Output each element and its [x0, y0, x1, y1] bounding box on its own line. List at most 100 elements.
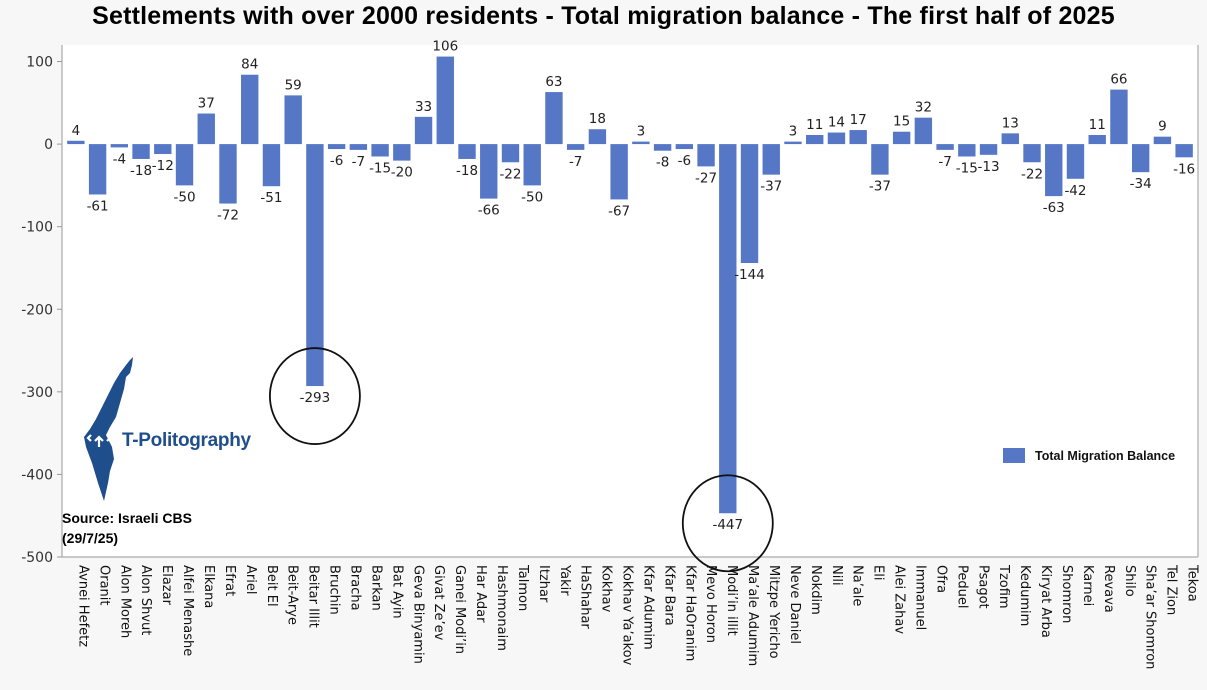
bar: [632, 141, 650, 145]
bar: [132, 144, 150, 159]
data-label: -144: [734, 267, 765, 283]
y-tick-label: -400: [21, 467, 53, 483]
data-label: -37: [760, 179, 782, 195]
x-category-label: Givat Ze’ev: [431, 565, 446, 641]
x-category-label: Sha’ar Shomron: [1143, 565, 1158, 669]
data-label: -42: [1064, 183, 1086, 199]
x-category-label: Kfar Adumim: [640, 565, 655, 650]
bar: [1153, 136, 1172, 145]
x-axis-labels: Avnei Hefetz Oranit Alon Moreh Alon Shvut El…: [75, 564, 1199, 669]
bar: [154, 144, 172, 155]
x-category-label: Tekoa: [1185, 564, 1200, 602]
data-label: -15: [369, 160, 391, 176]
data-label: -22: [499, 166, 521, 182]
data-label: -72: [217, 208, 239, 224]
x-category-label: Ganei Modi’in: [452, 565, 467, 654]
data-label: -61: [87, 198, 109, 214]
data-label: 15: [893, 114, 910, 130]
x-category-label: Itzhar: [536, 565, 551, 603]
bar: [1023, 144, 1041, 163]
bar: [219, 144, 237, 204]
data-label: 17: [850, 112, 867, 128]
y-tick-label: 100: [26, 55, 53, 71]
bar: [545, 92, 563, 145]
x-category-label: Kiryat Arba: [1038, 565, 1053, 638]
data-label: 4: [72, 123, 81, 139]
bar: [327, 144, 346, 150]
data-label: 37: [198, 96, 215, 112]
x-category-label: Ariel: [243, 565, 258, 594]
data-label: 84: [241, 57, 258, 73]
bar: [936, 144, 954, 150]
bar: [740, 144, 759, 264]
bar: [88, 144, 107, 195]
x-category-label: HaShahar: [578, 565, 593, 629]
data-label: -16: [1173, 161, 1195, 177]
bar: [1045, 144, 1063, 197]
bar: [675, 144, 694, 150]
bar: [610, 144, 628, 200]
x-category-label: Bat Ayin: [389, 565, 404, 619]
data-label: -50: [173, 189, 195, 205]
x-category-label: Elkana: [201, 565, 216, 608]
data-label: 3: [637, 124, 646, 140]
x-category-label: Shomron: [1059, 565, 1074, 623]
bar: [371, 144, 389, 157]
data-label: 13: [1002, 115, 1019, 131]
data-label: -18: [130, 163, 152, 179]
bar: [849, 130, 867, 145]
data-label: -27: [695, 170, 717, 186]
data-label: -50: [521, 189, 543, 205]
x-category-label: Na’ale: [850, 565, 865, 606]
x-category-label: Efrat: [222, 565, 237, 596]
bar: [501, 144, 520, 163]
data-label: -4: [113, 151, 126, 167]
data-label: 66: [1110, 72, 1127, 88]
x-category-label: Kfar HaOranim: [682, 565, 697, 661]
x-category-label: Oranit: [96, 565, 111, 606]
x-category-label: Mitzpe Yericho: [766, 565, 781, 659]
x-category-label: Ma’ale Adumim: [745, 565, 760, 666]
data-label: -7: [569, 154, 582, 170]
bar: [762, 144, 780, 175]
bar: [719, 144, 737, 514]
data-label: -18: [456, 163, 478, 179]
x-category-label: Beit-Arye: [285, 565, 300, 625]
bar: [436, 56, 454, 145]
highlight-circles: [269, 347, 774, 573]
bars-group: [67, 56, 1193, 514]
bar: [1066, 144, 1085, 179]
x-category-label: Immanuel: [913, 565, 928, 630]
highlight-circle: [269, 347, 361, 445]
bar: [784, 141, 802, 145]
data-label: -20: [391, 165, 413, 181]
data-label: -8: [656, 155, 669, 171]
data-label: -34: [1130, 176, 1152, 192]
bar: [806, 135, 824, 145]
israel-map-icon: [84, 357, 133, 501]
x-category-label: Talmon: [515, 564, 530, 611]
bar: [958, 144, 976, 157]
data-label: 3: [789, 124, 798, 140]
x-category-label: Tzofim: [996, 564, 1011, 609]
bar: [393, 144, 411, 161]
data-label: -63: [1043, 200, 1065, 216]
x-category-label: Hashmonaim: [494, 565, 509, 651]
data-label: -51: [260, 190, 282, 206]
bar: [110, 144, 129, 148]
data-label: 33: [415, 99, 432, 115]
bar: [892, 131, 911, 145]
x-category-label: Barkan: [368, 565, 383, 611]
data-label: -12: [152, 158, 174, 174]
x-category-label: Karnei: [1080, 565, 1095, 606]
source-line-2: (29/7/25): [62, 530, 119, 546]
data-label: -15: [956, 160, 978, 176]
chart-title: Settlements with over 2000 residents - T…: [92, 2, 1115, 30]
data-label: -13: [978, 159, 1000, 175]
x-category-label: Peduel: [954, 565, 969, 608]
x-category-label: Geva Binyamin: [410, 565, 425, 664]
legend: Total Migration Balance: [1003, 448, 1175, 463]
bar: [349, 144, 368, 150]
x-category-label: Revava: [1101, 565, 1116, 613]
